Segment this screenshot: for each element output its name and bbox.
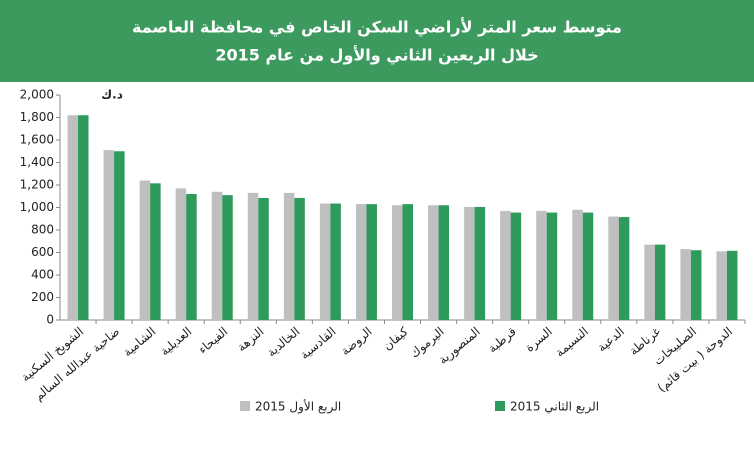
- x-tick-label: الدعية: [595, 324, 627, 354]
- bar: [716, 251, 727, 320]
- y-tick-label: 0: [46, 313, 54, 327]
- bar: [618, 217, 630, 320]
- y-tick-label: 1,000: [20, 200, 54, 214]
- bar: [644, 244, 655, 320]
- bar: [67, 115, 79, 320]
- bar: [428, 205, 439, 320]
- bar: [680, 249, 691, 320]
- bar: [438, 205, 450, 320]
- bar: [139, 180, 151, 320]
- x-tick-label: القادسية: [297, 324, 338, 362]
- bar: [175, 188, 187, 320]
- bar: [211, 191, 223, 320]
- chart-subtitle: خلال الربعين الثاني والأول من عام 2015: [215, 46, 538, 66]
- bar: [726, 250, 738, 320]
- y-tick-label: 800: [31, 223, 54, 237]
- x-tick-label: العديلية: [157, 324, 194, 358]
- bar: [186, 194, 197, 320]
- bar: [294, 197, 305, 320]
- bar: [283, 192, 295, 320]
- bar: [330, 203, 341, 320]
- x-tick-label: قرطبة: [485, 324, 519, 356]
- y-tick-label: 200: [31, 290, 54, 304]
- y-tick-label: 1,400: [20, 155, 54, 169]
- bar: [78, 115, 89, 320]
- y-tick-label: 2,000: [20, 88, 54, 102]
- bar: [222, 195, 233, 320]
- bar: [510, 212, 522, 320]
- x-tick-label: السرة: [522, 324, 555, 355]
- bar: [582, 212, 594, 320]
- legend-label: الربع الثاني 2015: [510, 400, 599, 415]
- bar: [500, 210, 511, 320]
- legend-swatch: [240, 401, 250, 411]
- bar: [474, 206, 486, 320]
- bar: [690, 250, 702, 320]
- y-tick-label: 600: [31, 245, 54, 259]
- x-tick-label: الشامية: [120, 324, 158, 359]
- header-band: [0, 0, 754, 82]
- y-tick-label: 1,600: [20, 133, 54, 147]
- x-tick-label: الروضة: [338, 324, 375, 359]
- legend-swatch: [495, 401, 505, 411]
- bar: [114, 151, 125, 320]
- y-tick-label: 1,200: [20, 178, 54, 192]
- unit-label: د.ك: [101, 88, 123, 102]
- bar: [355, 204, 367, 320]
- bar: [247, 192, 259, 320]
- bar: [150, 183, 161, 320]
- bar: [258, 197, 269, 320]
- x-tick-label: كيفان: [380, 324, 411, 353]
- bar: [536, 210, 547, 320]
- y-tick-label: 400: [31, 268, 54, 282]
- bar: [464, 206, 475, 320]
- bar: [319, 203, 331, 320]
- bar: [366, 204, 377, 320]
- bar: [608, 216, 619, 320]
- x-tick-label: النزهة: [234, 324, 267, 355]
- legend-label: الربع الأول 2015: [255, 399, 341, 415]
- x-tick-label: الخالدية: [264, 324, 302, 359]
- chart-title: متوسط سعر المتر لأراضي السكن الخاص في مح…: [132, 18, 622, 38]
- y-tick-label: 1,800: [20, 110, 54, 124]
- bar: [654, 244, 666, 320]
- bar: [572, 209, 583, 320]
- bar: [546, 212, 558, 320]
- bar: [103, 150, 115, 320]
- bar: [392, 205, 403, 320]
- bar: [402, 204, 413, 320]
- x-tick-label: الفيحاء: [196, 324, 231, 356]
- x-tick-label: النسيمة: [553, 324, 591, 359]
